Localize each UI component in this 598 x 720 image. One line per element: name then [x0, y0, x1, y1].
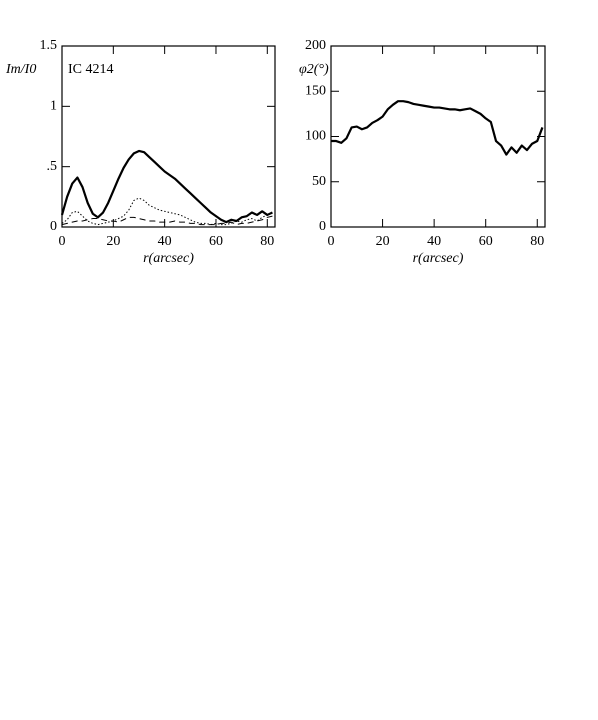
- x-tick-label: 60: [209, 234, 223, 249]
- x-tick-label: 0: [59, 234, 66, 249]
- plot-frame: [61, 45, 276, 228]
- y-tick-label: 1: [50, 99, 57, 114]
- x-tick-label: 60: [479, 234, 493, 249]
- plot-frame: [330, 45, 546, 228]
- x-tick-label: 20: [106, 234, 120, 249]
- y-tick-label: 50: [312, 174, 326, 189]
- y-tick-label: 100: [305, 129, 326, 144]
- x-tick-label: 80: [530, 234, 544, 249]
- y-tick-label: 150: [305, 83, 326, 98]
- y-tick-label: .5: [47, 159, 58, 174]
- x-tick-label: 40: [158, 234, 172, 249]
- y-axis-label: φ2(°): [299, 62, 329, 77]
- x-tick-label: 80: [260, 234, 274, 249]
- x-axis-label: r(arcsec): [413, 251, 464, 266]
- y-tick-label: 200: [305, 38, 326, 53]
- x-tick-label: 40: [427, 234, 441, 249]
- y-axis-label: Im/I0: [5, 62, 36, 77]
- x-axis-label: r(arcsec): [143, 251, 194, 266]
- y-tick-label: 0: [319, 219, 326, 234]
- data-line: [331, 100, 544, 156]
- data-line: [60, 149, 273, 224]
- x-tick-label: 20: [376, 234, 390, 249]
- x-tick-label: 0: [328, 234, 335, 249]
- y-tick-label: 1.5: [40, 38, 58, 53]
- data-line: [61, 197, 273, 226]
- y-tick-label: 0: [50, 219, 57, 234]
- data-line: [61, 215, 273, 226]
- annotation: IC 4214: [68, 62, 114, 77]
